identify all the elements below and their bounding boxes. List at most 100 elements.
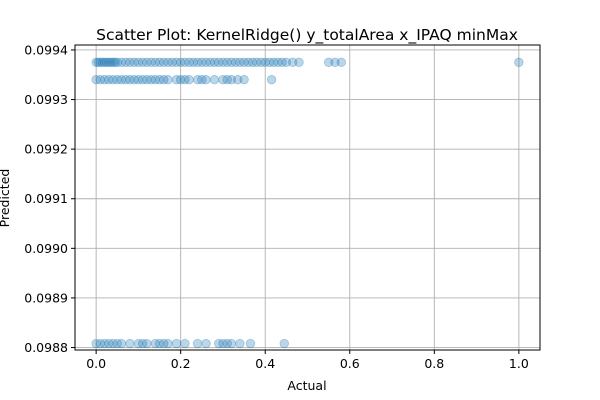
scatter-point	[184, 57, 194, 68]
scatter-point	[184, 75, 194, 85]
plot-frame	[74, 44, 541, 351]
scatter-point	[159, 75, 169, 85]
scatter-point	[116, 338, 127, 349]
scatter-point	[288, 57, 298, 68]
scatter-point	[218, 75, 228, 85]
x-tick-label: 1.0	[509, 356, 529, 371]
scatter-point	[235, 57, 245, 68]
scatter-point	[192, 75, 203, 85]
y-tick-label: 0.0989	[24, 290, 68, 305]
scatter-point	[97, 57, 108, 68]
scatter-point	[106, 57, 116, 68]
scatter-point	[150, 338, 161, 349]
y-axis-label: Predicted	[0, 169, 12, 228]
scatter-point	[214, 338, 224, 349]
scatter-point	[171, 75, 182, 85]
scatter-point	[121, 75, 131, 85]
scatter-point	[218, 57, 228, 68]
scatter-point	[256, 57, 266, 68]
scatter-point	[266, 75, 277, 85]
scatter-point	[125, 57, 135, 68]
scatter-point	[142, 338, 152, 349]
x-tick-label: 0.2	[171, 356, 191, 371]
scatter-point	[201, 338, 211, 349]
y-tick-label: 0.0994	[24, 42, 68, 57]
scatter-point	[163, 57, 173, 68]
scatter-point	[214, 57, 224, 68]
scatter-point	[163, 338, 173, 349]
x-tick-label: 0.8	[424, 356, 444, 371]
scatter-point	[167, 57, 177, 68]
scatter-point	[133, 57, 144, 68]
x-tick-label: 0.6	[340, 356, 360, 371]
scatter-point	[222, 57, 232, 68]
scatter-point	[129, 75, 139, 85]
scatter-point	[146, 75, 156, 85]
scatter-point	[233, 75, 243, 85]
scatter-point	[116, 75, 127, 85]
scatter-point	[108, 57, 118, 68]
scatter-point	[239, 75, 249, 85]
y-tick-label: 0.0990	[24, 241, 68, 256]
scatter-point	[239, 57, 249, 68]
scatter-point	[133, 338, 144, 349]
scatter-point	[133, 75, 144, 85]
scatter-point	[192, 57, 203, 68]
scatter-point	[205, 57, 215, 68]
scatter-point	[171, 338, 182, 349]
scatter-point	[125, 338, 135, 349]
scatter-point	[336, 57, 347, 68]
scatter-point	[95, 75, 106, 85]
scatter-point	[247, 57, 258, 68]
scatter-point	[171, 57, 182, 68]
scatter-point	[137, 75, 148, 85]
scatter-point	[252, 57, 262, 68]
scatter-point	[264, 57, 275, 68]
scatter-point	[230, 57, 241, 68]
scatter-point	[116, 57, 127, 68]
scatter-point	[137, 338, 148, 349]
scatter-point	[226, 75, 237, 85]
scatter-point	[95, 338, 106, 349]
x-axis-label: Actual	[287, 378, 326, 393]
scatter-point	[180, 75, 190, 85]
scatter-point	[112, 57, 122, 68]
scatter-point	[294, 57, 304, 68]
scatter-point	[142, 57, 152, 68]
scatter-point	[180, 57, 190, 68]
scatter-point	[175, 57, 186, 68]
scatter-point	[209, 57, 220, 68]
scatter-point	[104, 338, 114, 349]
y-tick-label: 0.0992	[24, 142, 68, 157]
scatter-point	[91, 75, 101, 85]
scatter-point	[142, 75, 152, 85]
scatter-point	[226, 57, 237, 68]
scatter-point	[99, 338, 110, 349]
scatter-point	[175, 75, 186, 85]
scatter-point	[279, 338, 289, 349]
scatter-point	[330, 57, 340, 68]
scatter-point	[281, 57, 292, 68]
scatter-point	[243, 57, 254, 68]
scatter-point	[188, 57, 199, 68]
scatter-point	[108, 75, 118, 85]
scatter-point	[102, 57, 112, 68]
scatter-point	[91, 338, 101, 349]
scatter-point	[222, 338, 232, 349]
scatter-point	[201, 57, 211, 68]
scatter-point	[159, 338, 169, 349]
scatter-point	[197, 75, 207, 85]
x-axis-ticks: 0.0 0.2 0.4 0.6 0.8 1.0	[86, 350, 529, 371]
scatter-point	[197, 57, 207, 68]
scatter-point	[245, 338, 256, 349]
scatter-point	[99, 57, 110, 68]
scatter-point	[137, 57, 148, 68]
scatter-point	[104, 75, 114, 85]
scatter-point	[323, 57, 334, 68]
scatter-point	[150, 75, 161, 85]
scatter-point	[180, 338, 190, 349]
scatter-point	[260, 57, 270, 68]
scatter-point	[192, 338, 203, 349]
scatter-point	[209, 75, 220, 85]
y-tick-label: 0.0988	[24, 340, 68, 355]
